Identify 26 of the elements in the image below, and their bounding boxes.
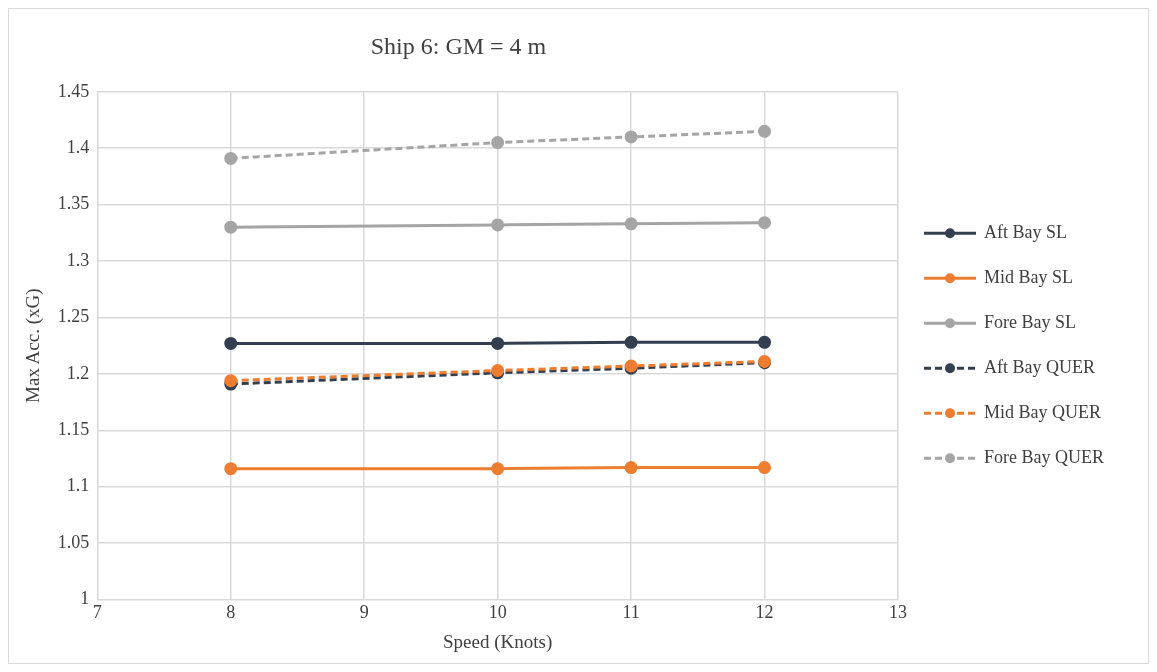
legend-label: Aft Bay SL [984,221,1067,242]
x-tick-label: 11 [622,602,640,623]
y-tick-label: 1.05 [57,531,90,552]
x-tick-label: 12 [755,602,774,623]
y-tick-label: 1.35 [57,193,90,214]
x-tick-label: 9 [359,602,369,623]
legend-label: Mid Bay SL [984,266,1074,287]
y-tick-label: 1.45 [57,80,90,101]
y-tick-label: 1.1 [66,475,90,496]
y-tick-label: 1.15 [57,419,90,440]
y-tick-label: 1.4 [66,136,90,157]
x-tick-label: 7 [92,602,102,623]
y-tick-label: 1 [80,588,90,609]
legend-label: Mid Bay QUER [984,401,1101,422]
x-tick-label: 8 [226,602,236,623]
x-tick-label: 10 [488,602,507,623]
chart-title: Ship 6: GM = 4 m [370,32,547,59]
y-tick-label: 1.3 [66,249,90,270]
legend-label: Fore Bay QUER [984,446,1104,467]
y-axis-title: Max Acc. (xG) [22,288,45,403]
legend-label: Aft Bay QUER [984,356,1095,377]
x-tick-label: 13 [889,602,907,623]
y-tick-label: 1.25 [57,306,90,327]
x-axis-title: Speed (Knots) [443,630,553,653]
y-tick-label: 1.2 [66,362,90,383]
legend-label: Fore Bay SL [984,311,1076,332]
